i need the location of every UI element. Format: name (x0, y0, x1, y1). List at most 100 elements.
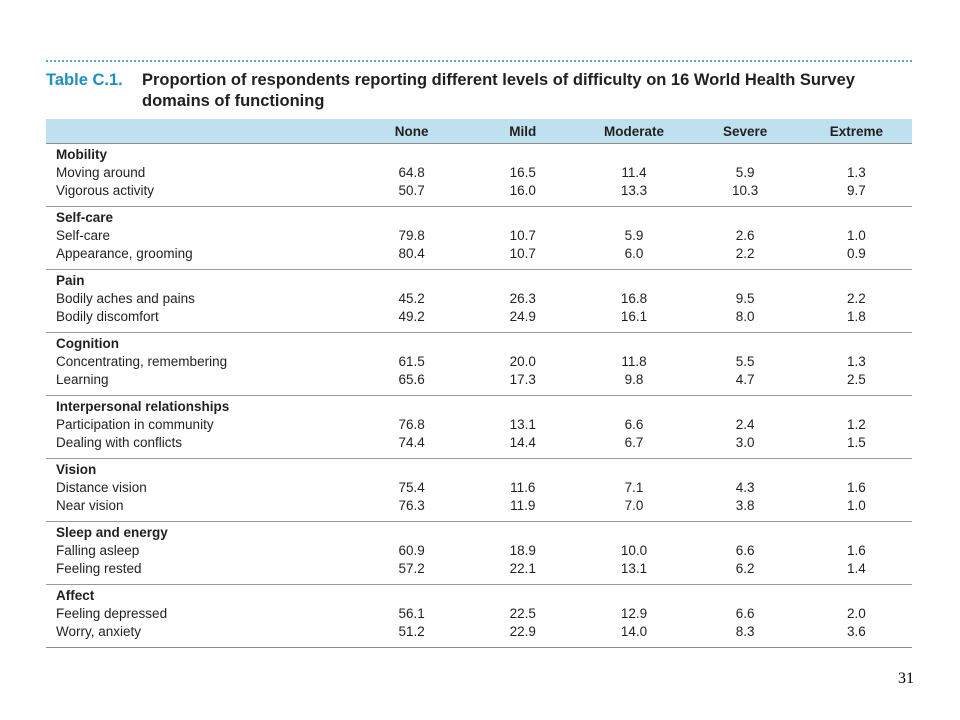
cell-value: 1.5 (846, 435, 866, 450)
cell-value: 9.7 (846, 183, 866, 198)
cell-value: 26.3 (509, 291, 536, 306)
cell-value: 12.9 (620, 606, 648, 621)
table-row: Learning 65.6 17.3 9.8 4.7 2.5 (46, 371, 912, 396)
cell-value: 2.4 (735, 417, 755, 432)
cell-value: 5.5 (735, 354, 755, 369)
cell-value: 1.4 (846, 561, 866, 576)
cell-value: 8.0 (735, 309, 755, 324)
cell-value: 56.1 (398, 606, 425, 621)
cell-value: 22.1 (509, 561, 536, 576)
column-header: Severe (689, 119, 801, 144)
cell-value: 51.2 (356, 623, 468, 648)
cell-value: 3.0 (735, 435, 755, 450)
cell-value: 1.2 (846, 417, 866, 432)
row-label: Bodily aches and pains (56, 291, 195, 306)
table-row: Bodily discomfort 49.2 24.9 16.1 8.0 1.8 (46, 308, 912, 333)
cell-value: 61.5 (398, 354, 425, 369)
cell-value: 7.1 (624, 480, 644, 495)
cell-value: 13.1 (509, 417, 536, 432)
row-label: Worry, anxiety (46, 623, 357, 648)
cell-value: 1.6 (846, 543, 866, 558)
table-group: Vision Distance vision 75.4 11.6 7.1 4.3 1.6 Ne… (46, 458, 912, 522)
row-label: Dealing with conflicts (56, 435, 183, 450)
cell-value: 6.6 (735, 606, 755, 621)
cell-value: 22.9 (467, 623, 579, 648)
cell-value: 9.5 (735, 291, 755, 306)
cell-value: 6.2 (735, 561, 755, 576)
cell-value: 1.0 (846, 498, 866, 513)
cell-value: 11.9 (510, 498, 536, 513)
cell-value: 6.0 (624, 246, 644, 261)
group-header-row: Mobility (46, 144, 912, 165)
cell-value: 3.6 (800, 623, 912, 648)
cell-value: 60.9 (398, 543, 425, 558)
cell-value: 16.0 (509, 183, 536, 198)
group-name: Vision (46, 458, 912, 479)
table-row: Falling asleep 60.9 18.9 10.0 6.6 1.6 (46, 542, 912, 560)
table-row: Appearance, grooming 80.4 10.7 6.0 2.2 0.9 (46, 245, 912, 270)
table-row: Distance vision 75.4 11.6 7.1 4.3 1.6 (46, 479, 912, 497)
group-header-row: Self-care (46, 206, 912, 227)
table-group: Mobility Moving around 64.8 16.5 11.4 5.9 1.3 V… (46, 144, 912, 207)
row-label: Bodily discomfort (56, 309, 159, 324)
table-group: Interpersonal relationships Participation… (46, 395, 912, 459)
row-label: Feeling depressed (56, 606, 168, 621)
cell-value: 64.8 (398, 165, 425, 180)
row-label: Moving around (56, 165, 146, 180)
cell-value: 18.9 (509, 543, 536, 558)
header-row: None Mild Moderate Severe Extreme (46, 119, 912, 144)
cell-value: 2.2 (735, 246, 755, 261)
column-header: Mild (467, 119, 579, 144)
table-row: Bodily aches and pains 45.2 26.3 16.8 9.5 2.2 (46, 290, 912, 308)
cell-value: 10.3 (732, 183, 759, 198)
group-header-row: Cognition (46, 332, 912, 353)
row-label: Vigorous activity (56, 183, 155, 198)
cell-value: 65.6 (398, 372, 425, 387)
cell-value: 50.7 (398, 183, 425, 198)
table-group: Affect Feeling depressed 56.1 22.5 12.9 6.6 2.… (46, 584, 912, 648)
cell-value: 76.3 (398, 498, 425, 513)
cell-value: 1.6 (846, 480, 866, 495)
table-row: Worry, anxiety 51.2 22.9 14.0 8.3 3.6 (46, 623, 912, 648)
cell-value: 74.4 (398, 435, 425, 450)
cell-value: 13.3 (620, 183, 648, 198)
table-group: Cognition Concentrating, remembering 61.5 2… (46, 332, 912, 396)
group-header-row: Vision (46, 458, 912, 479)
column-header: Moderate (578, 119, 690, 144)
cell-value: 11.8 (621, 354, 647, 369)
group-name: Pain (46, 269, 912, 290)
row-label: Falling asleep (56, 543, 140, 558)
table-row: Participation in community 76.8 13.1 6.6 2.4… (46, 416, 912, 434)
table-label: Table C.1. (46, 71, 123, 89)
cell-value: 2.2 (846, 291, 866, 306)
cell-value: 7.0 (624, 498, 644, 513)
cell-value: 2.5 (846, 372, 866, 387)
group-name: Cognition (46, 332, 912, 353)
table-caption: Table C.1. Proportion of respondents rep… (46, 70, 912, 112)
cell-value: 6.6 (624, 417, 644, 432)
row-label: Appearance, grooming (56, 246, 193, 261)
row-label: Self-care (56, 228, 111, 243)
cell-value: 49.2 (398, 309, 425, 324)
cell-value: 2.6 (735, 228, 755, 243)
cell-value: 11.6 (510, 480, 536, 495)
table-row: Near vision 76.3 11.9 7.0 3.8 1.0 (46, 497, 912, 522)
group-name: Interpersonal relationships (46, 395, 912, 416)
cell-value: 16.5 (509, 165, 536, 180)
group-header-row: Pain (46, 269, 912, 290)
table-row: Self-care 79.8 10.7 5.9 2.6 1.0 (46, 227, 912, 245)
table-row: Dealing with conflicts 74.4 14.4 6.7 3.0 1.5 (46, 434, 912, 459)
cell-value: 16.1 (620, 309, 648, 324)
cell-value: 20.0 (509, 354, 536, 369)
table-row: Concentrating, remembering 61.5 20.0 11.8 5.… (46, 353, 912, 371)
cell-value: 9.8 (624, 372, 644, 387)
cell-value: 3.8 (735, 498, 755, 513)
cell-value: 11.4 (621, 165, 647, 180)
cell-value: 1.0 (846, 228, 866, 243)
table-group: Pain Bodily aches and pains 45.2 26.3 16.8 9.… (46, 269, 912, 333)
table-row: Vigorous activity 50.7 16.0 13.3 10.3 9.7 (46, 182, 912, 207)
data-table: None Mild Moderate Severe Extreme Mobili… (46, 119, 912, 648)
row-label: Feeling rested (56, 561, 142, 576)
row-label: Participation in community (56, 417, 214, 432)
cell-value: 17.3 (509, 372, 536, 387)
